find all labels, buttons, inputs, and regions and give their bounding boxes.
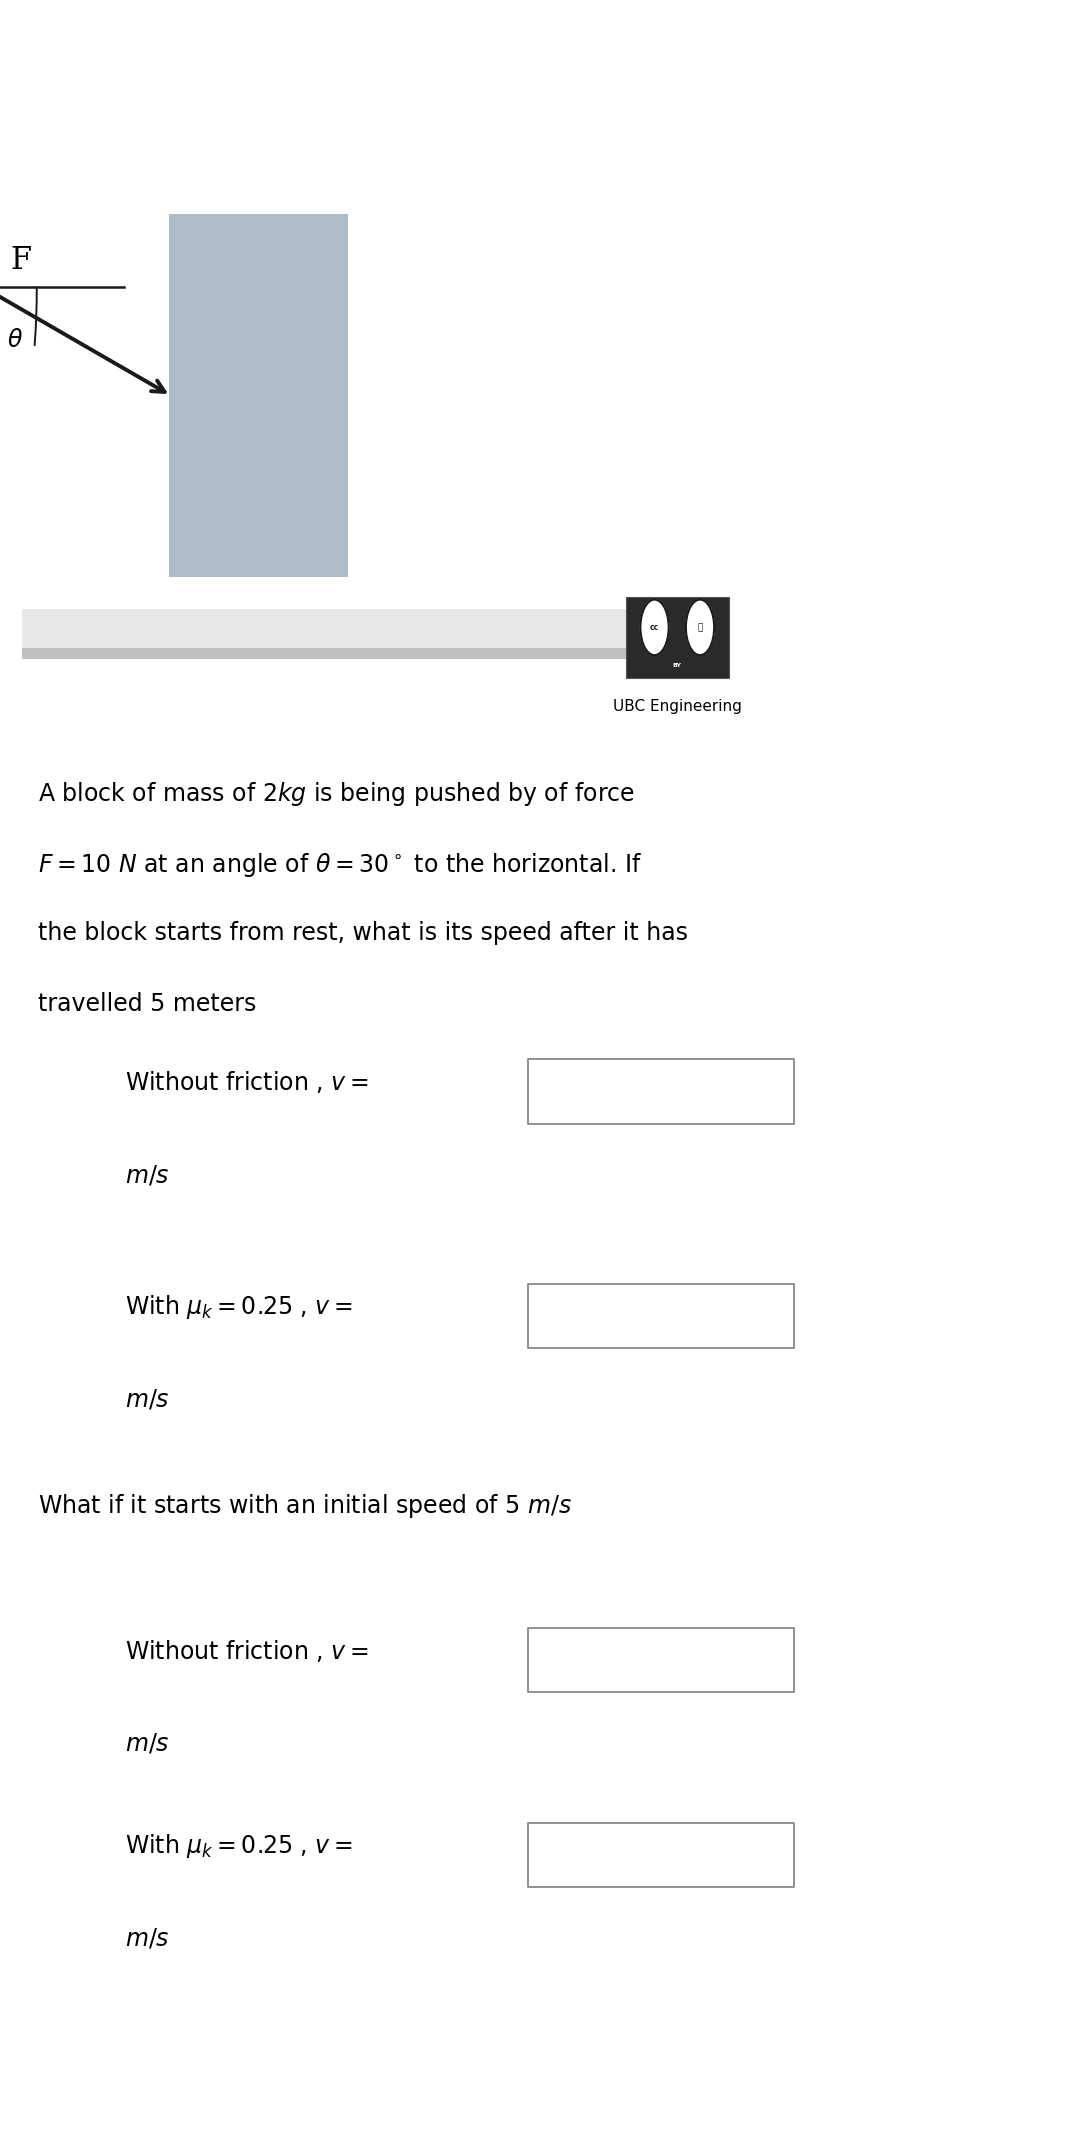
Text: $\theta$: $\theta$ xyxy=(7,327,23,353)
Bar xyxy=(169,214,348,577)
Text: With $\mu_k = 0.25$ , $v =$: With $\mu_k = 0.25$ , $v =$ xyxy=(125,1293,353,1321)
Circle shape xyxy=(641,599,669,654)
Text: ⓘ: ⓘ xyxy=(697,622,703,633)
Circle shape xyxy=(685,599,714,654)
Text: $F = 10\ N$ at an angle of $\theta = 30^\circ$ to the horizontal. If: $F = 10\ N$ at an angle of $\theta = 30^… xyxy=(38,851,642,879)
Bar xyxy=(528,1060,794,1125)
Text: With $\mu_k = 0.25$ , $v =$: With $\mu_k = 0.25$ , $v =$ xyxy=(125,1832,353,1860)
Text: cc: cc xyxy=(650,622,659,633)
Text: $m/s$: $m/s$ xyxy=(125,1732,170,1755)
Text: the block starts from rest, what is its speed after it has: the block starts from rest, what is its … xyxy=(38,921,688,945)
Text: F: F xyxy=(10,246,32,276)
Bar xyxy=(626,597,729,678)
Text: UBC Engineering: UBC Engineering xyxy=(613,699,742,714)
Bar xyxy=(528,1822,794,1888)
Bar xyxy=(22,648,675,659)
Bar xyxy=(528,1629,794,1693)
Text: BY: BY xyxy=(672,663,682,667)
Bar xyxy=(22,609,675,648)
Bar xyxy=(528,1283,794,1349)
Text: Without friction , $v =$: Without friction , $v =$ xyxy=(125,1069,369,1095)
Text: travelled 5 meters: travelled 5 meters xyxy=(38,992,257,1016)
Text: Without friction , $v =$: Without friction , $v =$ xyxy=(125,1638,369,1663)
Text: $m/s$: $m/s$ xyxy=(125,1163,170,1187)
Text: A block of mass of $2kg$ is being pushed by of force: A block of mass of $2kg$ is being pushed… xyxy=(38,780,635,808)
Text: What if it starts with an initial speed of $5\ m/s$: What if it starts with an initial speed … xyxy=(38,1492,572,1520)
Text: $m/s$: $m/s$ xyxy=(125,1388,170,1411)
Text: $m/s$: $m/s$ xyxy=(125,1926,170,1950)
